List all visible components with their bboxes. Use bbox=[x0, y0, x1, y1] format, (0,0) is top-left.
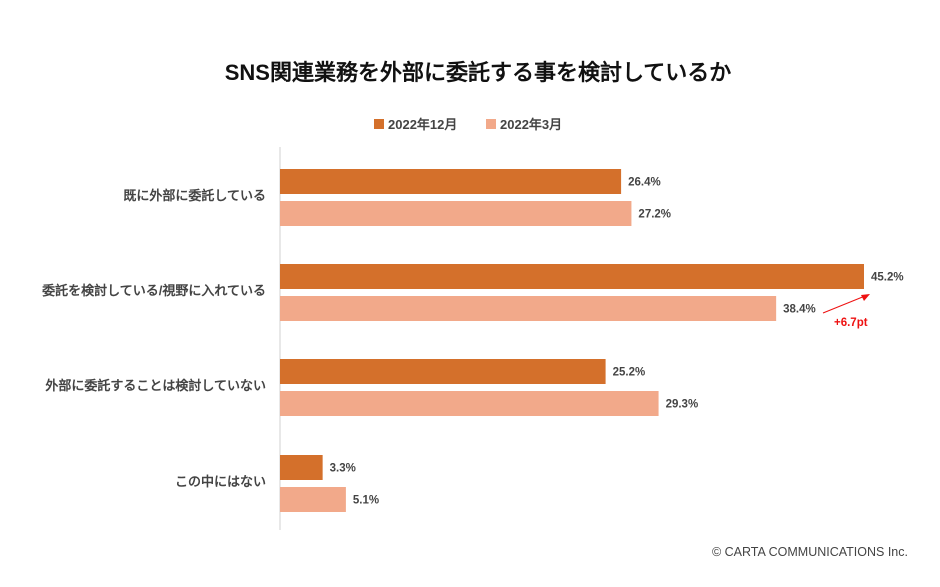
category-label: 委託を検討している/視野に入れている bbox=[41, 283, 266, 298]
bar bbox=[280, 264, 864, 289]
bar bbox=[280, 169, 622, 194]
bar bbox=[280, 391, 659, 416]
annotation-label: +6.7pt bbox=[834, 317, 868, 329]
bar bbox=[280, 455, 323, 480]
annotation-arrow bbox=[822, 295, 866, 314]
data-label: 5.1% bbox=[353, 495, 379, 507]
copyright: © CARTA COMMUNICATIONS Inc. bbox=[712, 545, 908, 559]
bar bbox=[280, 359, 606, 384]
data-label: 29.3% bbox=[666, 399, 699, 411]
data-label: 25.2% bbox=[613, 367, 646, 379]
data-label: 38.4% bbox=[783, 304, 816, 316]
legend-swatch bbox=[374, 119, 384, 129]
data-label: 27.2% bbox=[638, 209, 671, 221]
category-label: 外部に委託することは検討していない bbox=[44, 378, 266, 393]
bar bbox=[280, 487, 346, 512]
category-label: この中にはない bbox=[175, 474, 266, 489]
legend-label: 2022年3月 bbox=[500, 117, 562, 132]
legend: 2022年12月 2022年3月 bbox=[374, 117, 562, 132]
arrow-head bbox=[861, 294, 870, 301]
category-label: 既に外部に委託している bbox=[123, 188, 266, 203]
data-label: 3.3% bbox=[330, 463, 356, 475]
legend-label: 2022年12月 bbox=[388, 117, 457, 132]
legend-swatch bbox=[486, 119, 496, 129]
chart-title: SNS関連業務を外部に委託する事を検討しているか bbox=[225, 60, 732, 85]
bar bbox=[280, 296, 777, 321]
data-label: 26.4% bbox=[628, 177, 661, 189]
data-label: 45.2% bbox=[871, 272, 904, 284]
bar bbox=[280, 201, 632, 226]
